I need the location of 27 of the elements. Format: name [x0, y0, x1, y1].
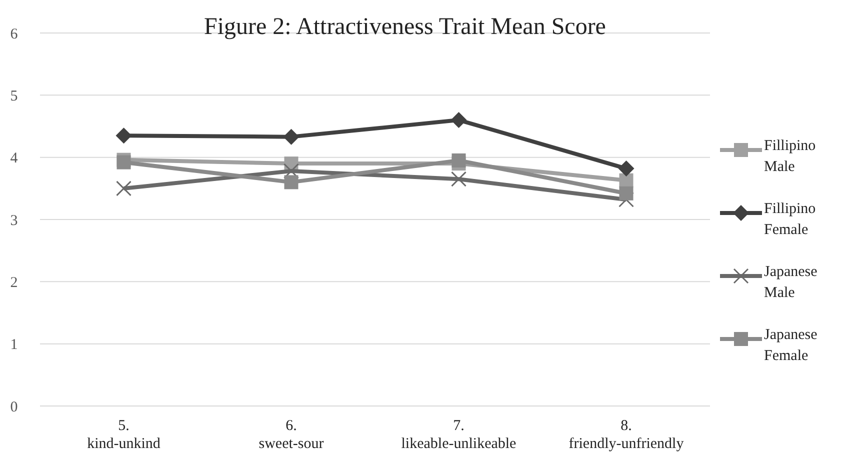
point — [116, 180, 132, 196]
x-tick-label: 8. friendly-unfriendly — [568, 418, 684, 452]
point — [618, 160, 634, 177]
legend-label: Japanese Female — [764, 327, 818, 364]
point — [284, 175, 298, 190]
y-tick-label: 2 — [10, 274, 18, 291]
x-tick-label: 5. kind-unkind — [87, 418, 161, 452]
y-tick-label: 5 — [10, 88, 18, 104]
x-tick-label: 7. likeable-unlikeable — [401, 418, 517, 452]
point — [452, 153, 466, 168]
y-tick-label: 4 — [10, 150, 18, 167]
legend-label: Fillipino Male — [764, 138, 816, 175]
point — [451, 171, 466, 187]
y-tick-label: 1 — [10, 337, 18, 354]
point — [284, 163, 299, 179]
chart-title: Figure 2: Attractiveness Trait Mean Score — [204, 14, 606, 40]
legend-label: Japanese Male — [764, 264, 818, 301]
y-tick-label: 3 — [10, 212, 18, 229]
point — [116, 128, 132, 144]
y-tick-label: 6 — [10, 26, 18, 42]
point — [619, 186, 634, 200]
point — [116, 155, 131, 170]
y-tick-label: 0 — [10, 399, 18, 416]
point — [450, 112, 467, 128]
legend-label: Fillipino Female — [764, 201, 816, 238]
point — [283, 128, 300, 145]
x-tick-label: 6. sweet-sour — [258, 418, 324, 452]
